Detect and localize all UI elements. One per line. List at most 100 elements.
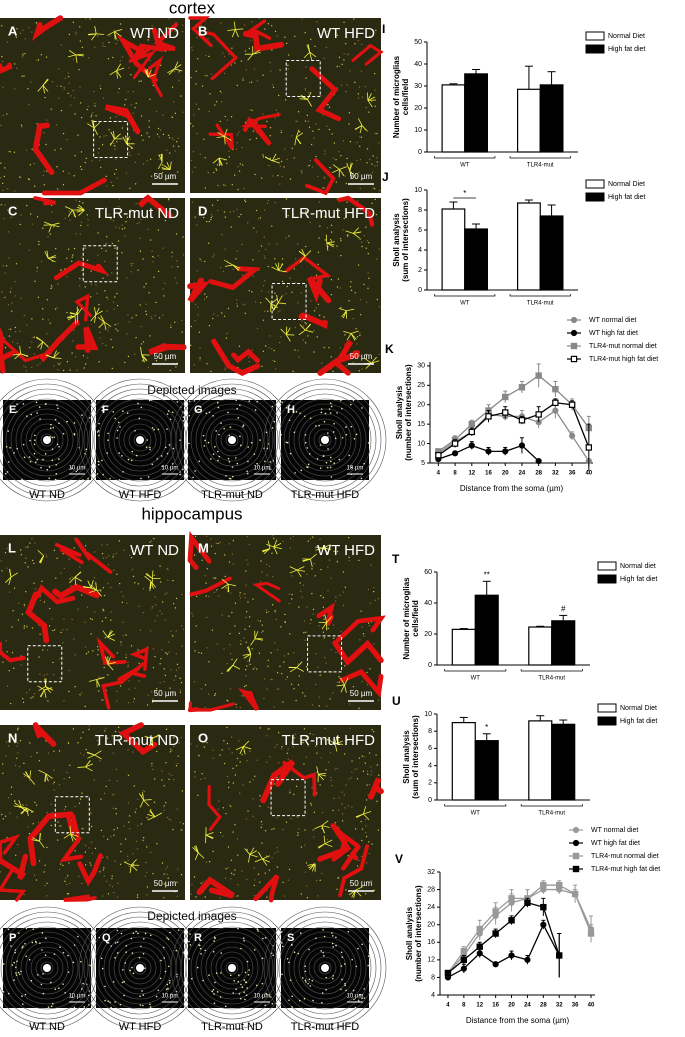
speckle bbox=[373, 591, 374, 592]
speckle bbox=[128, 822, 129, 823]
speckle bbox=[323, 597, 324, 598]
speckle bbox=[47, 236, 48, 237]
process-dot bbox=[305, 971, 307, 973]
speckle bbox=[195, 896, 196, 897]
speckle bbox=[122, 56, 123, 57]
process-dot bbox=[51, 1005, 53, 1007]
speckle bbox=[151, 251, 152, 252]
point bbox=[509, 918, 514, 923]
speckle bbox=[129, 815, 130, 816]
speckle bbox=[260, 560, 261, 561]
speckle bbox=[20, 298, 21, 299]
process-dot bbox=[291, 944, 293, 946]
speckle bbox=[75, 850, 76, 851]
speckle bbox=[151, 176, 152, 177]
process-dot bbox=[31, 980, 33, 982]
speckle bbox=[143, 341, 144, 342]
speckle bbox=[115, 328, 116, 329]
process-dot bbox=[237, 463, 239, 465]
speckle bbox=[338, 797, 339, 798]
process-dot bbox=[86, 449, 88, 451]
y-tick-label: 10 bbox=[417, 440, 425, 447]
speckle bbox=[8, 745, 9, 746]
x-tick-label: 4 bbox=[446, 1003, 450, 1009]
speckle bbox=[231, 226, 232, 227]
speckle bbox=[164, 873, 165, 874]
speckle bbox=[355, 828, 356, 829]
speckle bbox=[268, 200, 269, 201]
speckle bbox=[151, 318, 152, 319]
speckle bbox=[281, 130, 282, 131]
speckle bbox=[74, 175, 75, 176]
speckle bbox=[69, 34, 70, 35]
point bbox=[571, 317, 576, 322]
speckle bbox=[348, 778, 349, 779]
speckle bbox=[3, 818, 4, 819]
speckle bbox=[297, 121, 298, 122]
speckle bbox=[42, 649, 43, 650]
speckle bbox=[218, 543, 219, 544]
speckle bbox=[31, 756, 32, 757]
speckle bbox=[223, 807, 224, 808]
speckle bbox=[90, 19, 91, 20]
speckle bbox=[88, 729, 89, 730]
speckle bbox=[149, 127, 150, 128]
process-dot bbox=[208, 974, 210, 976]
speckle bbox=[324, 657, 325, 658]
speckle bbox=[143, 286, 144, 287]
speckle bbox=[272, 576, 273, 577]
process-dot bbox=[131, 967, 133, 969]
speckle bbox=[340, 255, 341, 256]
speckle bbox=[139, 222, 140, 223]
speckle bbox=[345, 91, 346, 92]
process-dot bbox=[101, 957, 103, 959]
speckle bbox=[245, 669, 246, 670]
speckle bbox=[104, 261, 105, 262]
process-dot bbox=[323, 455, 325, 457]
speckle bbox=[145, 876, 146, 877]
speckle bbox=[217, 200, 218, 201]
speckle bbox=[116, 293, 117, 294]
speckle bbox=[166, 593, 167, 594]
speckle bbox=[298, 663, 299, 664]
speckle bbox=[119, 583, 120, 584]
speckle bbox=[271, 348, 272, 349]
speckle bbox=[20, 243, 21, 244]
speckle bbox=[14, 281, 15, 282]
speckle bbox=[377, 165, 378, 166]
process-dot bbox=[141, 407, 143, 409]
speckle bbox=[269, 870, 270, 871]
speckle bbox=[328, 628, 329, 629]
speckle bbox=[34, 281, 35, 282]
speckle bbox=[133, 576, 134, 577]
speckle bbox=[196, 625, 197, 626]
speckle bbox=[361, 137, 362, 138]
speckle bbox=[46, 57, 47, 58]
process-dot bbox=[348, 455, 350, 457]
process-dot bbox=[158, 429, 160, 431]
speckle bbox=[224, 211, 225, 212]
speckle bbox=[10, 291, 11, 292]
process-dot bbox=[247, 961, 249, 963]
speckle bbox=[29, 742, 30, 743]
speckle bbox=[0, 125, 1, 126]
process-dot bbox=[133, 932, 135, 934]
speckle bbox=[85, 646, 86, 647]
speckle bbox=[246, 642, 247, 643]
speckle bbox=[111, 182, 112, 183]
speckle bbox=[105, 637, 106, 638]
speckle bbox=[110, 339, 111, 340]
speckle bbox=[0, 163, 1, 164]
speckle bbox=[0, 871, 1, 872]
speckle bbox=[172, 635, 173, 636]
speckle bbox=[103, 136, 104, 137]
speckle bbox=[361, 44, 362, 45]
speckle bbox=[229, 156, 230, 157]
speckle bbox=[149, 590, 150, 591]
point bbox=[570, 402, 575, 407]
process-dot bbox=[257, 929, 259, 931]
speckle bbox=[358, 265, 359, 266]
speckle bbox=[147, 132, 148, 133]
x-tick-label: 24 bbox=[524, 1003, 531, 1009]
speckle bbox=[89, 725, 90, 726]
